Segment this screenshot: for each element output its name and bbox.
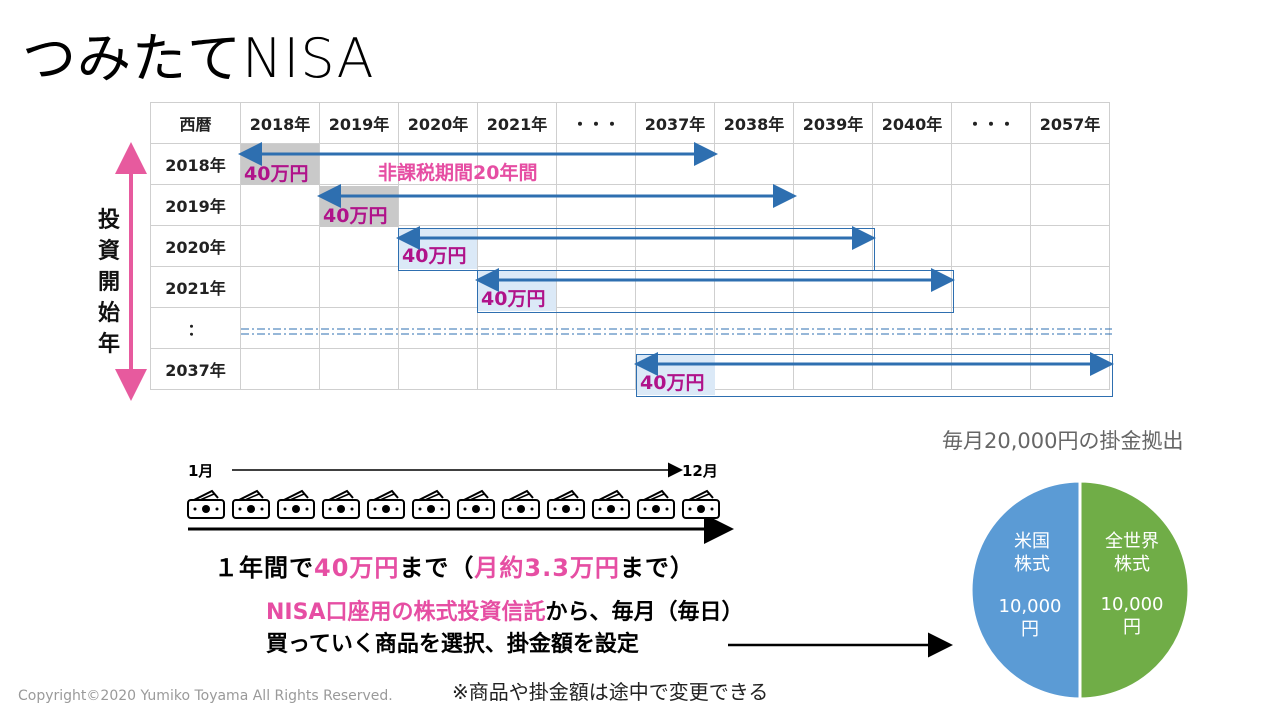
text-part: NISA口座用の株式投資信託 (266, 600, 546, 625)
pie-value-us: 10,000 円 (990, 595, 1070, 641)
text-part: まで（ (399, 554, 475, 582)
text-part: 40万円 (314, 554, 400, 582)
text-part: 10,000 (1100, 594, 1164, 615)
annual-limit-text: １年間で40万円まで（月約3.3万円まで） (214, 548, 695, 583)
month-start-label: 1月 (188, 462, 214, 480)
header-cell: 西暦 (150, 102, 241, 144)
pie-label-us: 米国 株式 (992, 530, 1072, 576)
header-cell: 2019年 (319, 102, 399, 144)
money-icon (547, 490, 585, 519)
money-icon (187, 489, 225, 519)
allocation-pie (970, 480, 1191, 701)
money-icon (457, 490, 495, 519)
vertical-char: 開 (97, 270, 120, 295)
text-part: 月約3.3万円 (474, 554, 620, 582)
header-cell: 2057年 (1030, 102, 1110, 144)
amount-label: 40万円 (481, 288, 546, 310)
pie-value-world: 10,000 円 (1092, 593, 1172, 639)
vertical-char: 始 (97, 301, 120, 326)
header-cell: 2037年 (635, 102, 715, 144)
text-part: 全世界 (1105, 531, 1159, 552)
row-label: 2021年 (150, 266, 241, 308)
header-cell: 2040年 (872, 102, 952, 144)
text-part: 株式 (1114, 554, 1150, 575)
schedule-table: 西暦 2018年 2019年 2020年 2021年 ・・・ 2037年 203… (150, 102, 1110, 390)
text-part: 10,000 (998, 596, 1062, 617)
money-icon (277, 490, 315, 519)
header-cell: ・・・ (951, 102, 1031, 144)
text-part: １年間で (214, 554, 314, 582)
vertical-char: 投 (97, 208, 120, 233)
money-icon (637, 490, 675, 519)
money-icon (232, 490, 270, 519)
text-part: 米国 (1014, 531, 1050, 552)
money-icon (682, 490, 720, 519)
amount-label: 40万円 (640, 372, 705, 394)
investment-start-year-label: 投 資 開 始 年 (97, 205, 121, 360)
vertical-char: 資 (97, 239, 120, 264)
text-part: 買っていく商品を選択、掛金額を設定 (266, 632, 639, 657)
amount-label: 40万円 (244, 163, 309, 185)
copyright: Copyright©2020 Yumiko Toyama All Rights … (18, 688, 393, 704)
row-label: 2018年 (150, 143, 241, 185)
money-icon (367, 490, 405, 519)
money-icon (412, 490, 450, 519)
pie-label-world: 全世界 株式 (1092, 530, 1172, 576)
row-label: 2037年 (150, 348, 241, 390)
product-selection-text: NISA口座用の株式投資信託から、毎月（毎日） 買っていく商品を選択、掛金額を設… (266, 597, 744, 661)
header-row: 西暦 2018年 2019年 2020年 2021年 ・・・ 2037年 203… (150, 102, 1110, 144)
text-part: から、毎月（毎日） (545, 600, 744, 625)
money-icon (502, 490, 540, 519)
vertical-char: 年 (97, 332, 120, 357)
header-cell: ・・・ (556, 102, 636, 144)
note-text: ※商品や掛金額は途中で変更できる (452, 680, 769, 704)
money-icons (187, 489, 720, 519)
pie-title: 毎月20,000円の掛金拠出 (942, 429, 1184, 453)
header-cell: 2018年 (240, 102, 320, 144)
page-title: つみたてNISA (22, 27, 375, 90)
money-icon (322, 490, 360, 519)
text-part: 円 (1123, 617, 1141, 638)
text-part: まで） (619, 554, 695, 582)
tax-free-period-label: 非課税期間20年間 (378, 162, 538, 184)
header-cell: 2039年 (793, 102, 873, 144)
month-end-label: 12月 (682, 462, 718, 480)
text-part: 円 (1021, 619, 1039, 640)
money-icon (592, 490, 630, 519)
header-cell: 2021年 (477, 102, 557, 144)
pie-slice-world (1078, 480, 1191, 701)
pie-slice-us (970, 480, 1082, 701)
row-label: 2020年 (150, 225, 241, 267)
amount-label: 40万円 (323, 205, 388, 227)
text-part: 株式 (1014, 554, 1050, 575)
amount-label: 40万円 (402, 245, 467, 267)
row-label: ： (150, 307, 241, 349)
